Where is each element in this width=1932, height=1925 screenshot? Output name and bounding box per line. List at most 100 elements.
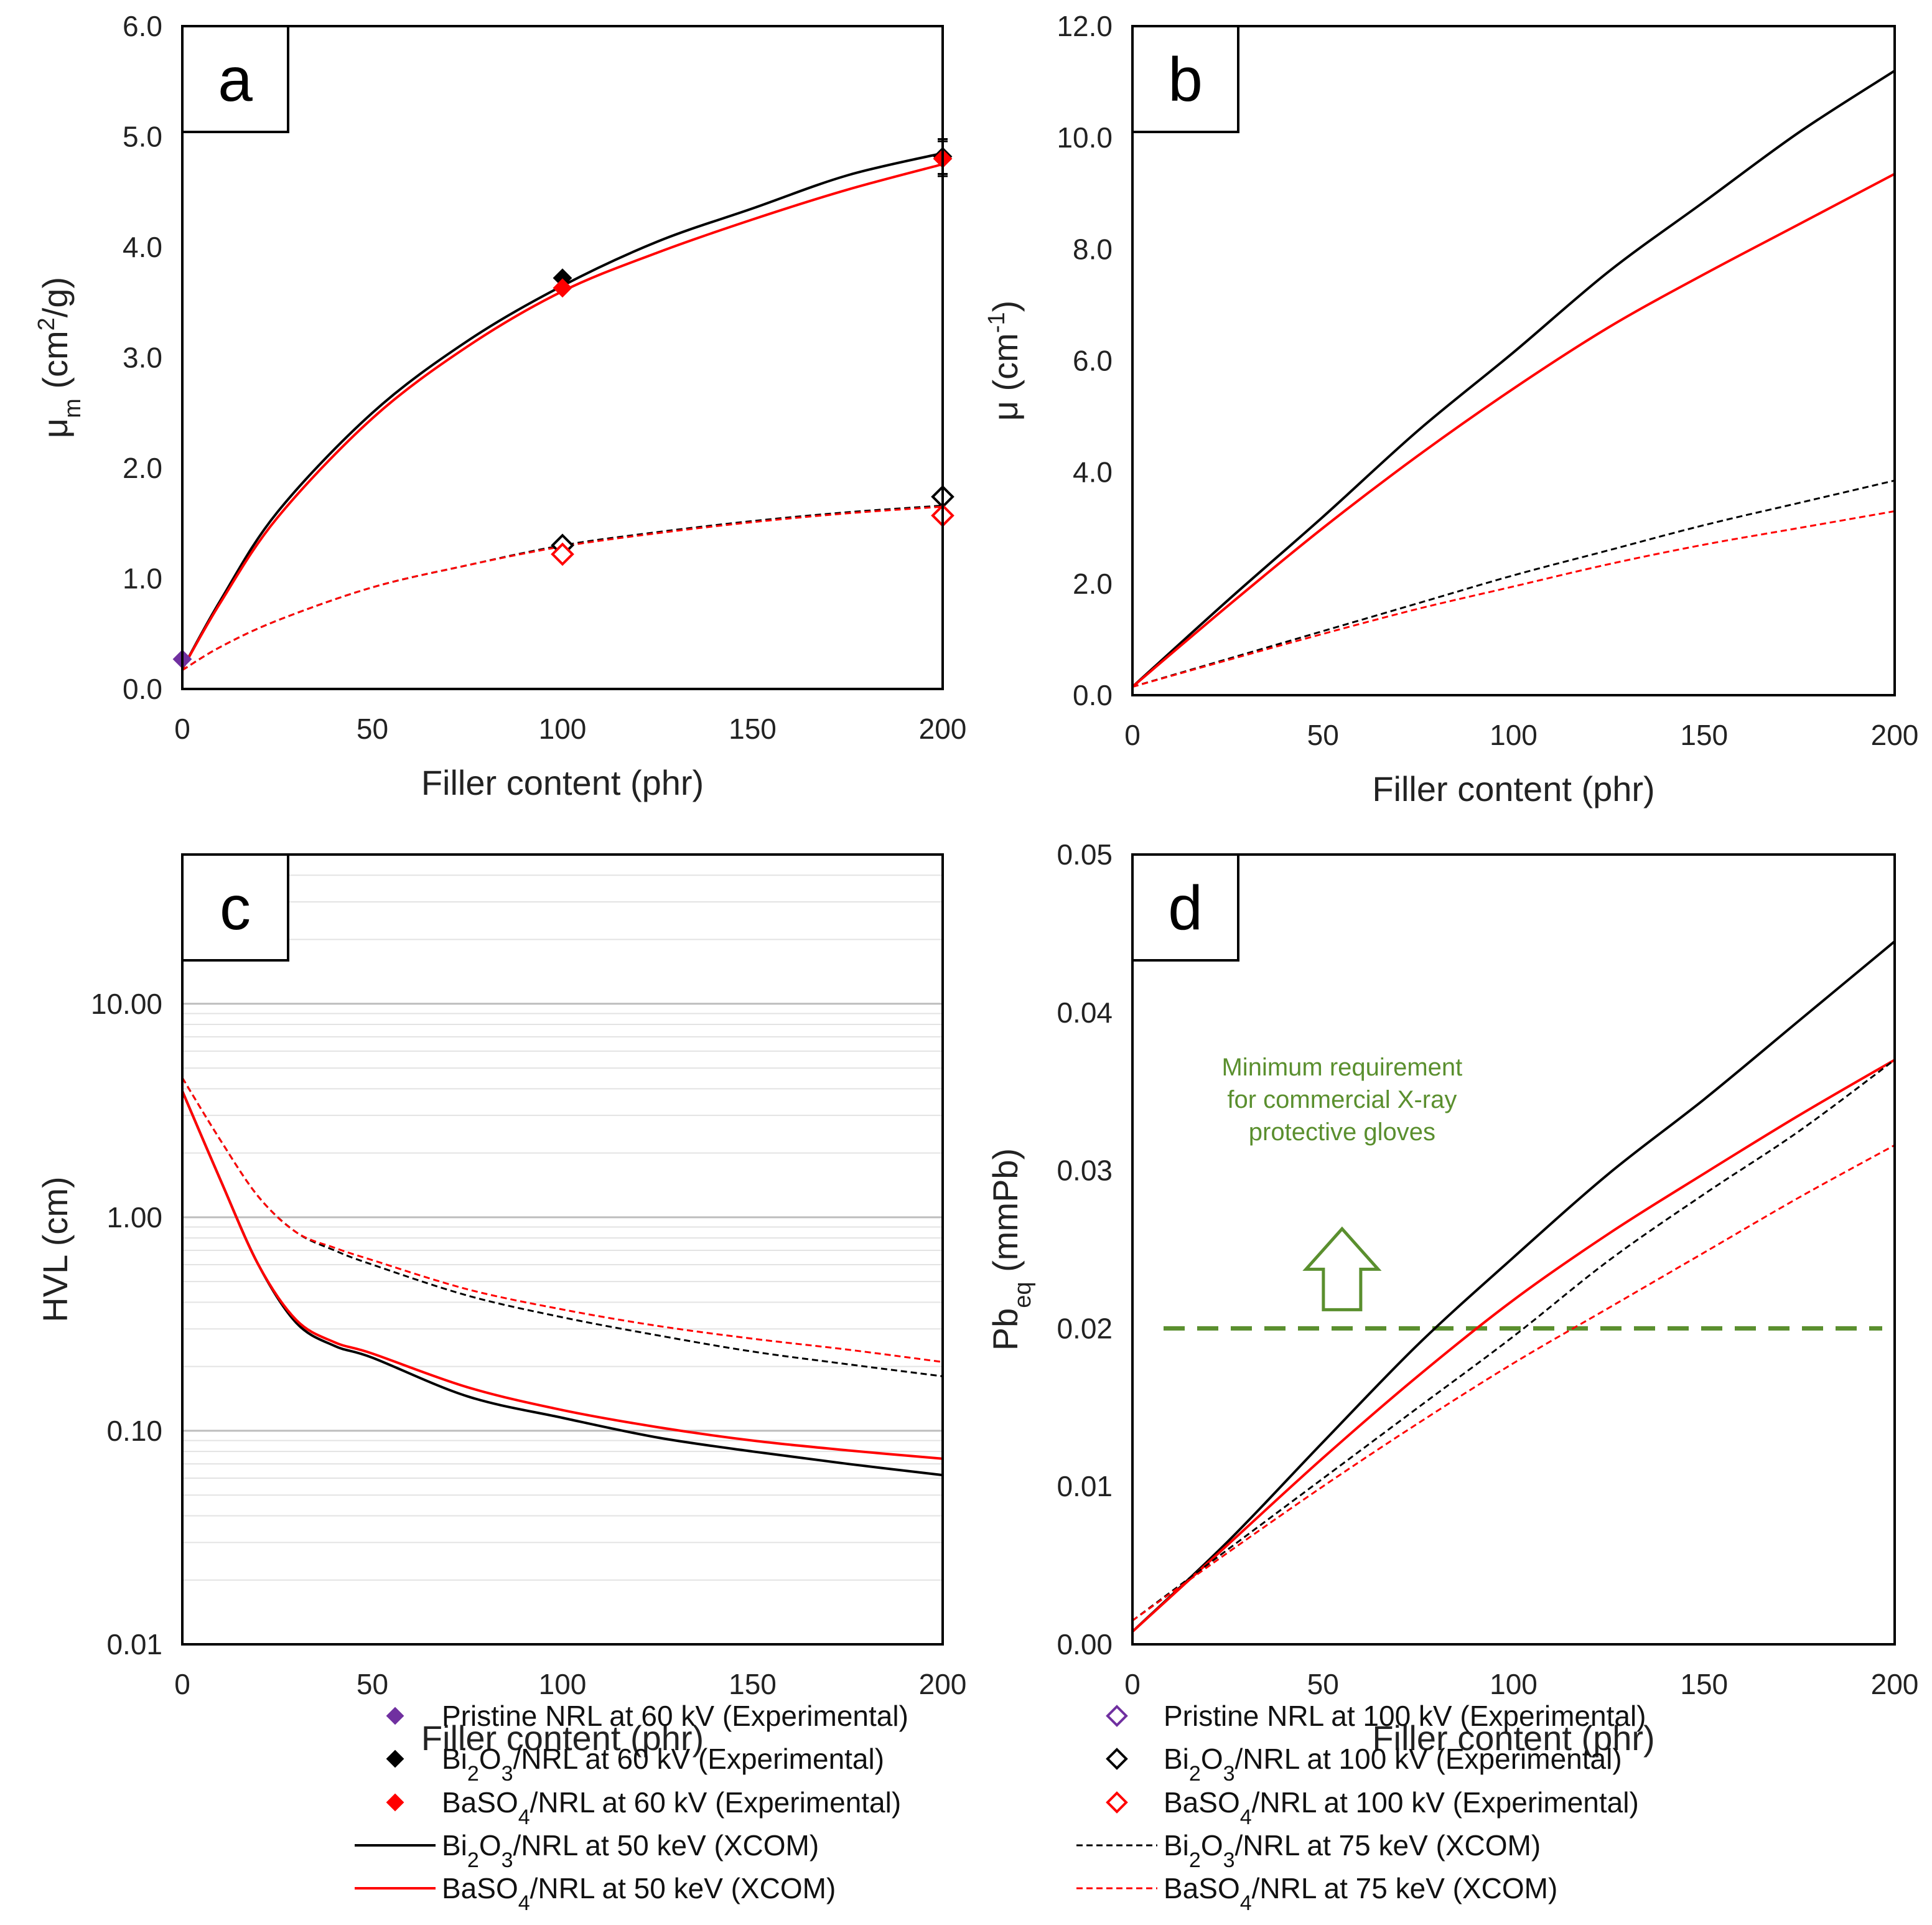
y-tick-label: 0.01 bbox=[106, 1628, 162, 1660]
legend-label: BaSO4/NRL at 75 keV (XCOM) bbox=[1164, 1872, 1557, 1915]
panel-label-box bbox=[1131, 25, 1239, 133]
series-line-ba_xcom75 bbox=[182, 505, 943, 672]
annotation-text: protective gloves bbox=[1249, 1118, 1435, 1146]
series-line-bi_xcom75 bbox=[1132, 479, 1895, 688]
panel-label: c bbox=[220, 873, 251, 943]
x-axis-label: Filler content (phr) bbox=[421, 763, 704, 802]
y-axis-label: μm (cm2/g) bbox=[34, 277, 86, 438]
series-line-bi_xcom50 bbox=[1131, 940, 1896, 1633]
x-tick-label: 150 bbox=[1680, 1668, 1728, 1700]
legend-item: Pristine NRL at 100 kV (Experimental) bbox=[1106, 1700, 1646, 1732]
series-line-ba_xcom50 bbox=[1131, 172, 1895, 688]
x-axis-label: Filler content (phr) bbox=[1372, 769, 1654, 808]
y-axis-label: μ (cm-1) bbox=[984, 301, 1025, 421]
legend-label: Pristine NRL at 100 kV (Experimental) bbox=[1164, 1700, 1646, 1732]
y-tick-label: 3.0 bbox=[123, 342, 162, 374]
plot-frame bbox=[1131, 853, 1896, 1646]
plot-frame bbox=[181, 853, 944, 1646]
y-axis-label: Pbeq (mmPb) bbox=[986, 1148, 1036, 1351]
legend-item: Bi2O3/NRL at 75 keV (XCOM) bbox=[1076, 1829, 1541, 1872]
legend-marker bbox=[386, 1707, 404, 1725]
panel-label: a bbox=[218, 45, 253, 115]
chart-panel-c: c 0 50 100 150 200 0.01 0.10 1.00 10.00 Filler con… bbox=[35, 853, 967, 1758]
y-tick-label: 0.04 bbox=[1057, 996, 1113, 1029]
plot-frame bbox=[1131, 25, 1896, 696]
y-tick-label: 8.0 bbox=[1073, 233, 1113, 265]
x-tick-label: 200 bbox=[919, 713, 967, 745]
legend-item: Bi2O3/NRL at 100 kV (Experimental) bbox=[1106, 1743, 1622, 1786]
legend-label: BaSO4/NRL at 60 kV (Experimental) bbox=[442, 1786, 901, 1829]
y-tick-label: 0.01 bbox=[1057, 1470, 1113, 1502]
x-tick-label: 50 bbox=[357, 1668, 388, 1700]
series-line-ba_xcom75 bbox=[1132, 510, 1895, 688]
x-axis-label: Filler content (phr) bbox=[421, 1718, 704, 1758]
x-tick-label: 150 bbox=[729, 1668, 777, 1700]
x-tick-label: 0 bbox=[1124, 719, 1141, 751]
y-tick-label: 10.0 bbox=[1057, 121, 1113, 154]
plot-frame bbox=[181, 25, 944, 690]
legend-label: Bi2O3/NRL at 100 kV (Experimental) bbox=[1164, 1743, 1622, 1786]
legend-item: Bi2O3/NRL at 50 keV (XCOM) bbox=[355, 1829, 819, 1872]
panel-label-box bbox=[1131, 853, 1239, 962]
series-line-bi_xcom75 bbox=[182, 504, 943, 672]
series-line-ba_xcom75 bbox=[181, 1077, 943, 1363]
legend-marker bbox=[386, 1793, 404, 1812]
series-line-ba_xcom50 bbox=[181, 162, 943, 670]
x-tick-label: 200 bbox=[919, 1668, 967, 1700]
panel-label: d bbox=[1168, 873, 1203, 943]
x-tick-label: 150 bbox=[729, 713, 777, 745]
legend-item: Bi2O3/NRL at 60 kV (Experimental) bbox=[386, 1743, 884, 1786]
y-axis-label: HVL (cm) bbox=[35, 1176, 75, 1322]
y-tick-label: 0.00 bbox=[1057, 1628, 1113, 1660]
x-tick-label: 150 bbox=[1680, 719, 1728, 751]
y-tick-label: 4.0 bbox=[1073, 456, 1113, 489]
chart-panel-b: b 0 50 100 150 200 0.0 2.0 4.0 6.0 8.0 10.0 12.0 Fill… bbox=[984, 10, 1918, 808]
data-point-ba_60 bbox=[553, 278, 572, 298]
legend-label: Pristine NRL at 60 kV (Experimental) bbox=[442, 1700, 908, 1732]
y-tick-label: 4.0 bbox=[123, 231, 162, 263]
legend: Pristine NRL at 60 kV (Experimental) Pris… bbox=[355, 1700, 1646, 1915]
legend-label: BaSO4/NRL at 100 kV (Experimental) bbox=[1164, 1786, 1639, 1829]
x-tick-label: 50 bbox=[1307, 719, 1339, 751]
series-line-ba_xcom50 bbox=[181, 1090, 943, 1460]
panel-label: b bbox=[1168, 45, 1203, 115]
legend-item: BaSO4/NRL at 100 kV (Experimental) bbox=[1106, 1786, 1639, 1829]
y-tick-label: 1.0 bbox=[123, 563, 162, 595]
y-tick-label: 6.0 bbox=[1073, 345, 1113, 377]
y-tick-label: 0.02 bbox=[1057, 1312, 1113, 1344]
x-tick-label: 50 bbox=[1307, 1668, 1339, 1700]
x-tick-label: 100 bbox=[539, 1668, 587, 1700]
series-line-bi_xcom50 bbox=[1131, 69, 1896, 688]
x-tick-label: 100 bbox=[1490, 1668, 1538, 1700]
legend-label: Bi2O3/NRL at 50 keV (XCOM) bbox=[442, 1829, 819, 1872]
y-tick-label: 0.10 bbox=[106, 1415, 162, 1447]
panel-label-box bbox=[181, 25, 289, 133]
annotation-text: Minimum requirement bbox=[1221, 1054, 1462, 1081]
legend-label: BaSO4/NRL at 50 keV (XCOM) bbox=[442, 1872, 836, 1915]
series-line-bi_xcom75 bbox=[1132, 1059, 1895, 1622]
legend-label: Bi2O3/NRL at 60 kV (Experimental) bbox=[442, 1743, 884, 1786]
y-tick-label: 6.0 bbox=[123, 10, 162, 42]
series-line-bi_xcom50 bbox=[181, 1090, 943, 1477]
legend-marker bbox=[386, 1749, 404, 1768]
x-tick-label: 200 bbox=[1871, 1668, 1919, 1700]
legend-item: BaSO4/NRL at 75 keV (XCOM) bbox=[1076, 1872, 1557, 1915]
up-arrow-icon bbox=[1302, 1226, 1382, 1311]
series-line-ba_xcom50 bbox=[1131, 1059, 1896, 1633]
chart-panel-a: a 0 50 100 150 200 0.0 1.0 2.0 3.0 4.0 5.0 6.0 Filler… bbox=[34, 10, 966, 802]
annotation-text: for commercial X-ray bbox=[1227, 1086, 1457, 1113]
legend-label: Bi2O3/NRL at 75 keV (XCOM) bbox=[1164, 1829, 1541, 1872]
x-axis-label: Filler content (phr) bbox=[1372, 1718, 1654, 1758]
y-tick-label: 0.0 bbox=[123, 673, 162, 705]
legend-item: BaSO4/NRL at 60 kV (Experimental) bbox=[386, 1786, 901, 1829]
y-tick-label: 2.0 bbox=[1073, 568, 1113, 600]
y-tick-label: 0.05 bbox=[1057, 838, 1113, 871]
panel-label-box bbox=[181, 853, 289, 962]
x-tick-label: 50 bbox=[357, 713, 388, 745]
series-line-bi_xcom50 bbox=[181, 152, 943, 670]
series-line-ba_xcom75 bbox=[1132, 1144, 1895, 1622]
y-tick-label: 12.0 bbox=[1057, 10, 1113, 42]
y-tick-label: 10.00 bbox=[91, 988, 162, 1020]
x-tick-label: 100 bbox=[539, 713, 587, 745]
